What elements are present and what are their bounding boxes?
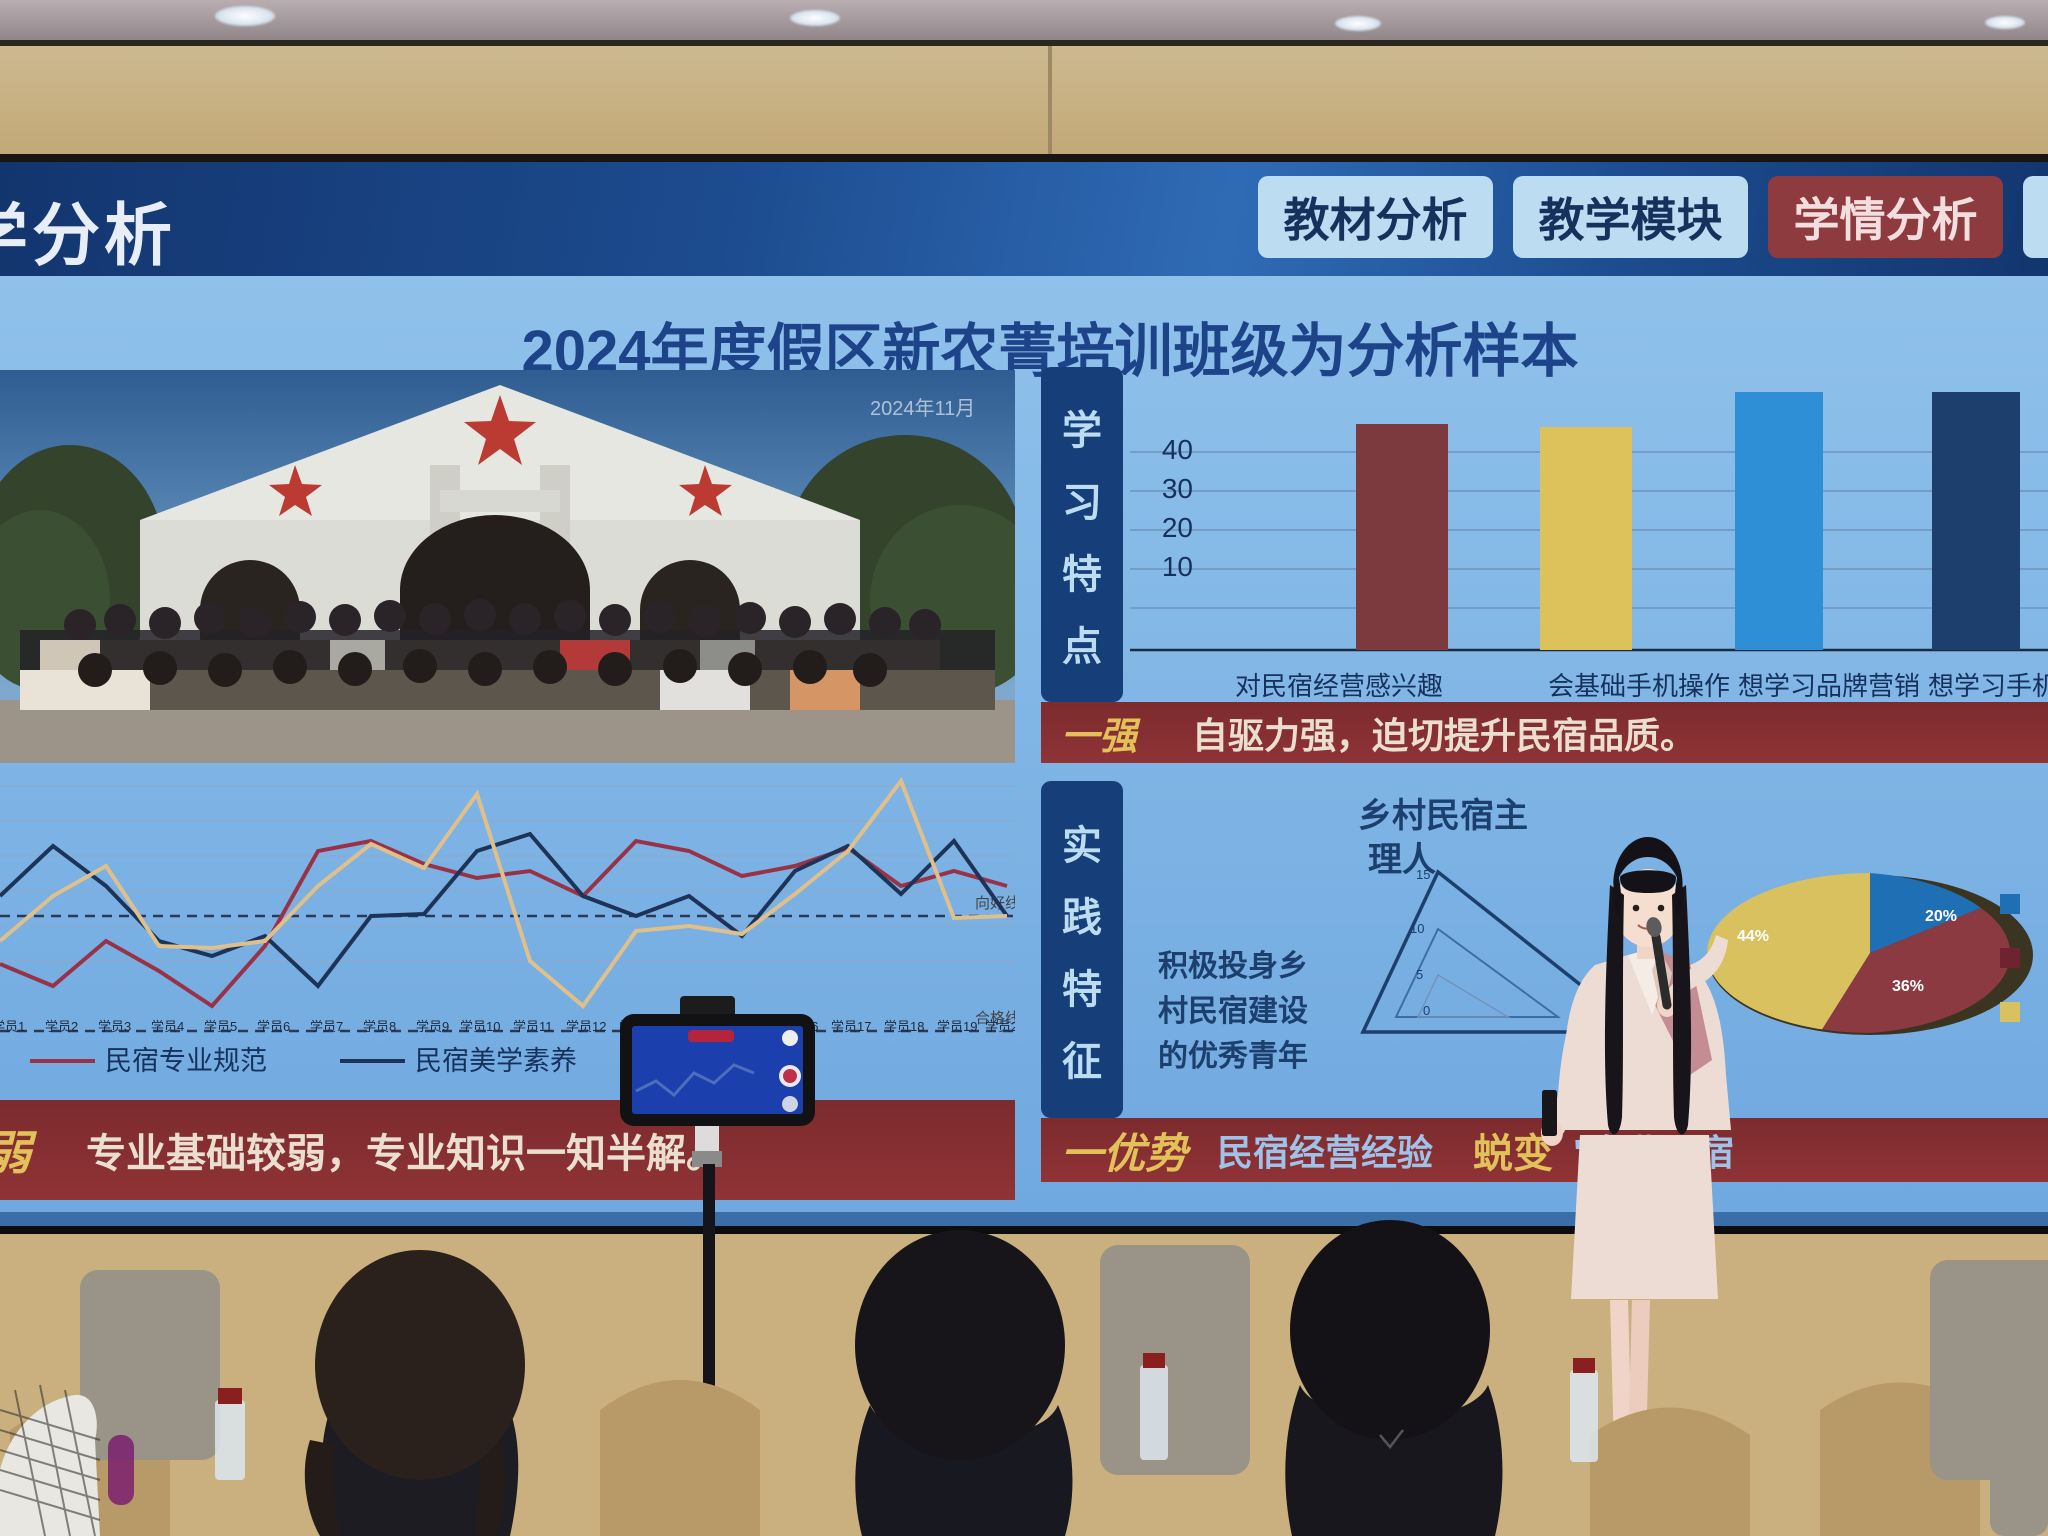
svg-text:30: 30	[1162, 473, 1193, 504]
svg-text:学员19: 学员19	[937, 1019, 977, 1034]
svg-text:学员7: 学员7	[310, 1019, 343, 1034]
svg-text:学员17: 学员17	[831, 1019, 871, 1034]
svg-text:学员2: 学员2	[45, 1019, 78, 1034]
svg-text:10: 10	[1162, 551, 1193, 582]
svg-text:民宿专业规范: 民宿专业规范	[105, 1046, 267, 1076]
svg-text:学员18: 学员18	[884, 1019, 924, 1034]
svg-text:会基础手机操作: 会基础手机操作	[1548, 671, 1730, 701]
svg-text:学员9: 学员9	[416, 1019, 449, 1034]
svg-text:36%: 36%	[1892, 978, 1924, 995]
svg-text:10: 10	[1410, 921, 1424, 936]
svg-text:学员3: 学员3	[98, 1019, 131, 1034]
svg-text:15: 15	[1416, 867, 1430, 882]
svg-text:学员10: 学员10	[460, 1019, 500, 1034]
svg-text:学员4: 学员4	[151, 1019, 184, 1034]
svg-text:学员8: 学员8	[363, 1019, 396, 1034]
svg-text:学员6: 学员6	[257, 1019, 290, 1034]
svg-text:想学习手机A: 想学习手机A	[1928, 671, 2048, 701]
svg-text:学员11: 学员11	[513, 1019, 553, 1034]
svg-text:0: 0	[1423, 1003, 1430, 1018]
svg-text:2024年11月: 2024年11月	[870, 397, 975, 420]
svg-text:想学习品牌营销: 想学习品牌营销	[1738, 671, 1920, 701]
svg-text:学员5: 学员5	[204, 1019, 237, 1034]
svg-text:20%: 20%	[1925, 908, 1957, 925]
svg-text:对民宿经营感兴趣: 对民宿经营感兴趣	[1235, 671, 1443, 701]
svg-text:民宿美学素养: 民宿美学素养	[415, 1046, 577, 1076]
svg-text:学员20: 学员20	[985, 1019, 1015, 1034]
svg-text:40: 40	[1162, 434, 1193, 465]
svg-text:学员1: 学员1	[0, 1019, 25, 1034]
svg-text:5: 5	[1416, 967, 1423, 982]
svg-text:20: 20	[1162, 512, 1193, 543]
